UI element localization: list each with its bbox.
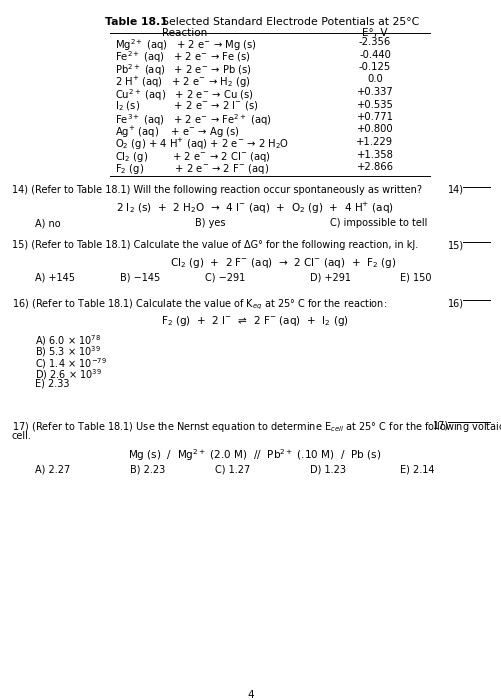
Text: B) yes: B) yes xyxy=(195,218,225,228)
Text: 0.0: 0.0 xyxy=(367,74,383,85)
Text: I$_{2}$ (s)           + 2 e$^{-}$ → 2 I$^{-}$ (s): I$_{2}$ (s) + 2 e$^{-}$ → 2 I$^{-}$ (s) xyxy=(115,99,259,113)
Text: F$_{2}$ (g)          + 2 e$^{-}$ → 2 F$^{-}$ (aq): F$_{2}$ (g) + 2 e$^{-}$ → 2 F$^{-}$ (aq) xyxy=(115,162,269,176)
Text: Table 18.1: Table 18.1 xyxy=(105,17,168,27)
Text: 14) (Refer to Table 18.1) Will the following reaction occur spontaneously as wri: 14) (Refer to Table 18.1) Will the follo… xyxy=(12,185,422,195)
Text: A) +145: A) +145 xyxy=(35,273,75,283)
Text: Reaction: Reaction xyxy=(162,28,207,38)
Text: E°, V: E°, V xyxy=(362,28,388,38)
Text: 4: 4 xyxy=(247,690,255,700)
Text: B) −145: B) −145 xyxy=(120,273,160,283)
Text: Fe$^{2+}$ (aq)   + 2 e$^{-}$ → Fe (s): Fe$^{2+}$ (aq) + 2 e$^{-}$ → Fe (s) xyxy=(115,50,251,65)
Text: 14): 14) xyxy=(448,185,464,195)
Text: A) 6.0 × 10$^{78}$: A) 6.0 × 10$^{78}$ xyxy=(35,333,101,348)
Text: F$_{2}$ (g)  +  2 I$^{-}$  ⇌  2 F$^{-}$ (aq)  +  I$_{2}$ (g): F$_{2}$ (g) + 2 I$^{-}$ ⇌ 2 F$^{-}$ (aq)… xyxy=(161,314,349,328)
Text: +0.771: +0.771 xyxy=(357,112,393,122)
Text: Cu$^{2+}$ (aq)   + 2 e$^{-}$ → Cu (s): Cu$^{2+}$ (aq) + 2 e$^{-}$ → Cu (s) xyxy=(115,87,254,103)
Text: B) 2.23: B) 2.23 xyxy=(130,465,165,475)
Text: 15): 15) xyxy=(448,240,464,250)
Text: Cl$_{2}$ (g)  +  2 F$^{-}$ (aq)  →  2 Cl$^{-}$ (aq)  +  F$_{2}$ (g): Cl$_{2}$ (g) + 2 F$^{-}$ (aq) → 2 Cl$^{-… xyxy=(170,256,396,270)
Text: Ag$^{+}$ (aq)    + e$^{-}$ → Ag (s): Ag$^{+}$ (aq) + e$^{-}$ → Ag (s) xyxy=(115,125,240,139)
Text: E) 2.33: E) 2.33 xyxy=(35,379,70,389)
Text: B) 5.3 × 10$^{39}$: B) 5.3 × 10$^{39}$ xyxy=(35,344,101,359)
Text: 2 I$_{2}$ (s)  +  2 H$_{2}$O  →  4 I$^{-}$ (aq)  +  O$_{2}$ (g)  +  4 H$^{+}$ (a: 2 I$_{2}$ (s) + 2 H$_{2}$O → 4 I$^{-}$ (… xyxy=(116,201,394,216)
Text: 17): 17) xyxy=(433,420,449,430)
Text: -2.356: -2.356 xyxy=(359,37,391,47)
Text: 15) (Refer to Table 18.1) Calculate the value of ΔG° for the following reaction,: 15) (Refer to Table 18.1) Calculate the … xyxy=(12,240,418,250)
Text: E) 150: E) 150 xyxy=(400,273,431,283)
Text: +0.800: +0.800 xyxy=(357,125,393,134)
Text: Mg$^{2+}$ (aq)   + 2 e$^{-}$ → Mg (s): Mg$^{2+}$ (aq) + 2 e$^{-}$ → Mg (s) xyxy=(115,37,257,52)
Text: -0.125: -0.125 xyxy=(359,62,391,72)
Text: 17) (Refer to Table 18.1) Use the Nernst equation to determine E$_{cell}$ at 25°: 17) (Refer to Table 18.1) Use the Nernst… xyxy=(12,420,501,434)
Text: C) −291: C) −291 xyxy=(205,273,245,283)
Text: E) 2.14: E) 2.14 xyxy=(400,465,434,475)
Text: 16): 16) xyxy=(448,298,464,308)
Text: cell.: cell. xyxy=(12,431,32,441)
Text: Cl$_{2}$ (g)        + 2 e$^{-}$ → 2 Cl$^{-}$ (aq): Cl$_{2}$ (g) + 2 e$^{-}$ → 2 Cl$^{-}$ (a… xyxy=(115,150,271,164)
Text: C) 1.4 × 10$^{-79}$: C) 1.4 × 10$^{-79}$ xyxy=(35,356,107,371)
Text: -0.440: -0.440 xyxy=(359,50,391,60)
Text: D) 2.6 × 10$^{39}$: D) 2.6 × 10$^{39}$ xyxy=(35,368,102,382)
Text: Fe$^{3+}$ (aq)   + 2 e$^{-}$ → Fe$^{2+}$ (aq): Fe$^{3+}$ (aq) + 2 e$^{-}$ → Fe$^{2+}$ (… xyxy=(115,112,272,128)
Text: +0.337: +0.337 xyxy=(357,87,393,97)
Text: D) +291: D) +291 xyxy=(310,273,351,283)
Text: A) 2.27: A) 2.27 xyxy=(35,465,70,475)
Text: Selected Standard Electrode Potentials at 25°C: Selected Standard Electrode Potentials a… xyxy=(155,17,419,27)
Text: C) impossible to tell: C) impossible to tell xyxy=(330,218,427,228)
Text: 2 H$^{+}$ (aq)   + 2 e$^{-}$ → H$_{2}$ (g): 2 H$^{+}$ (aq) + 2 e$^{-}$ → H$_{2}$ (g) xyxy=(115,74,250,90)
Text: Mg (s)  /  Mg$^{2+}$ (2.0 M)  //  Pb$^{2+}$ (.10 M)  /  Pb (s): Mg (s) / Mg$^{2+}$ (2.0 M) // Pb$^{2+}$ … xyxy=(128,447,382,463)
Text: +2.866: +2.866 xyxy=(357,162,393,172)
Text: +1.229: +1.229 xyxy=(356,137,394,147)
Text: +1.358: +1.358 xyxy=(357,150,393,160)
Text: C) 1.27: C) 1.27 xyxy=(215,465,250,475)
Text: O$_{2}$ (g) + 4 H$^{+}$ (aq) + 2 e$^{-}$ → 2 H$_{2}$O: O$_{2}$ (g) + 4 H$^{+}$ (aq) + 2 e$^{-}$… xyxy=(115,137,289,152)
Text: Pb$^{2+}$ (aq)   + 2 e$^{-}$ → Pb (s): Pb$^{2+}$ (aq) + 2 e$^{-}$ → Pb (s) xyxy=(115,62,252,78)
Text: +0.535: +0.535 xyxy=(357,99,393,109)
Text: D) 1.23: D) 1.23 xyxy=(310,465,346,475)
Text: A) no: A) no xyxy=(35,218,61,228)
Text: 16) (Refer to Table 18.1) Calculate the value of K$_{eq}$ at 25° C for the react: 16) (Refer to Table 18.1) Calculate the … xyxy=(12,298,387,312)
